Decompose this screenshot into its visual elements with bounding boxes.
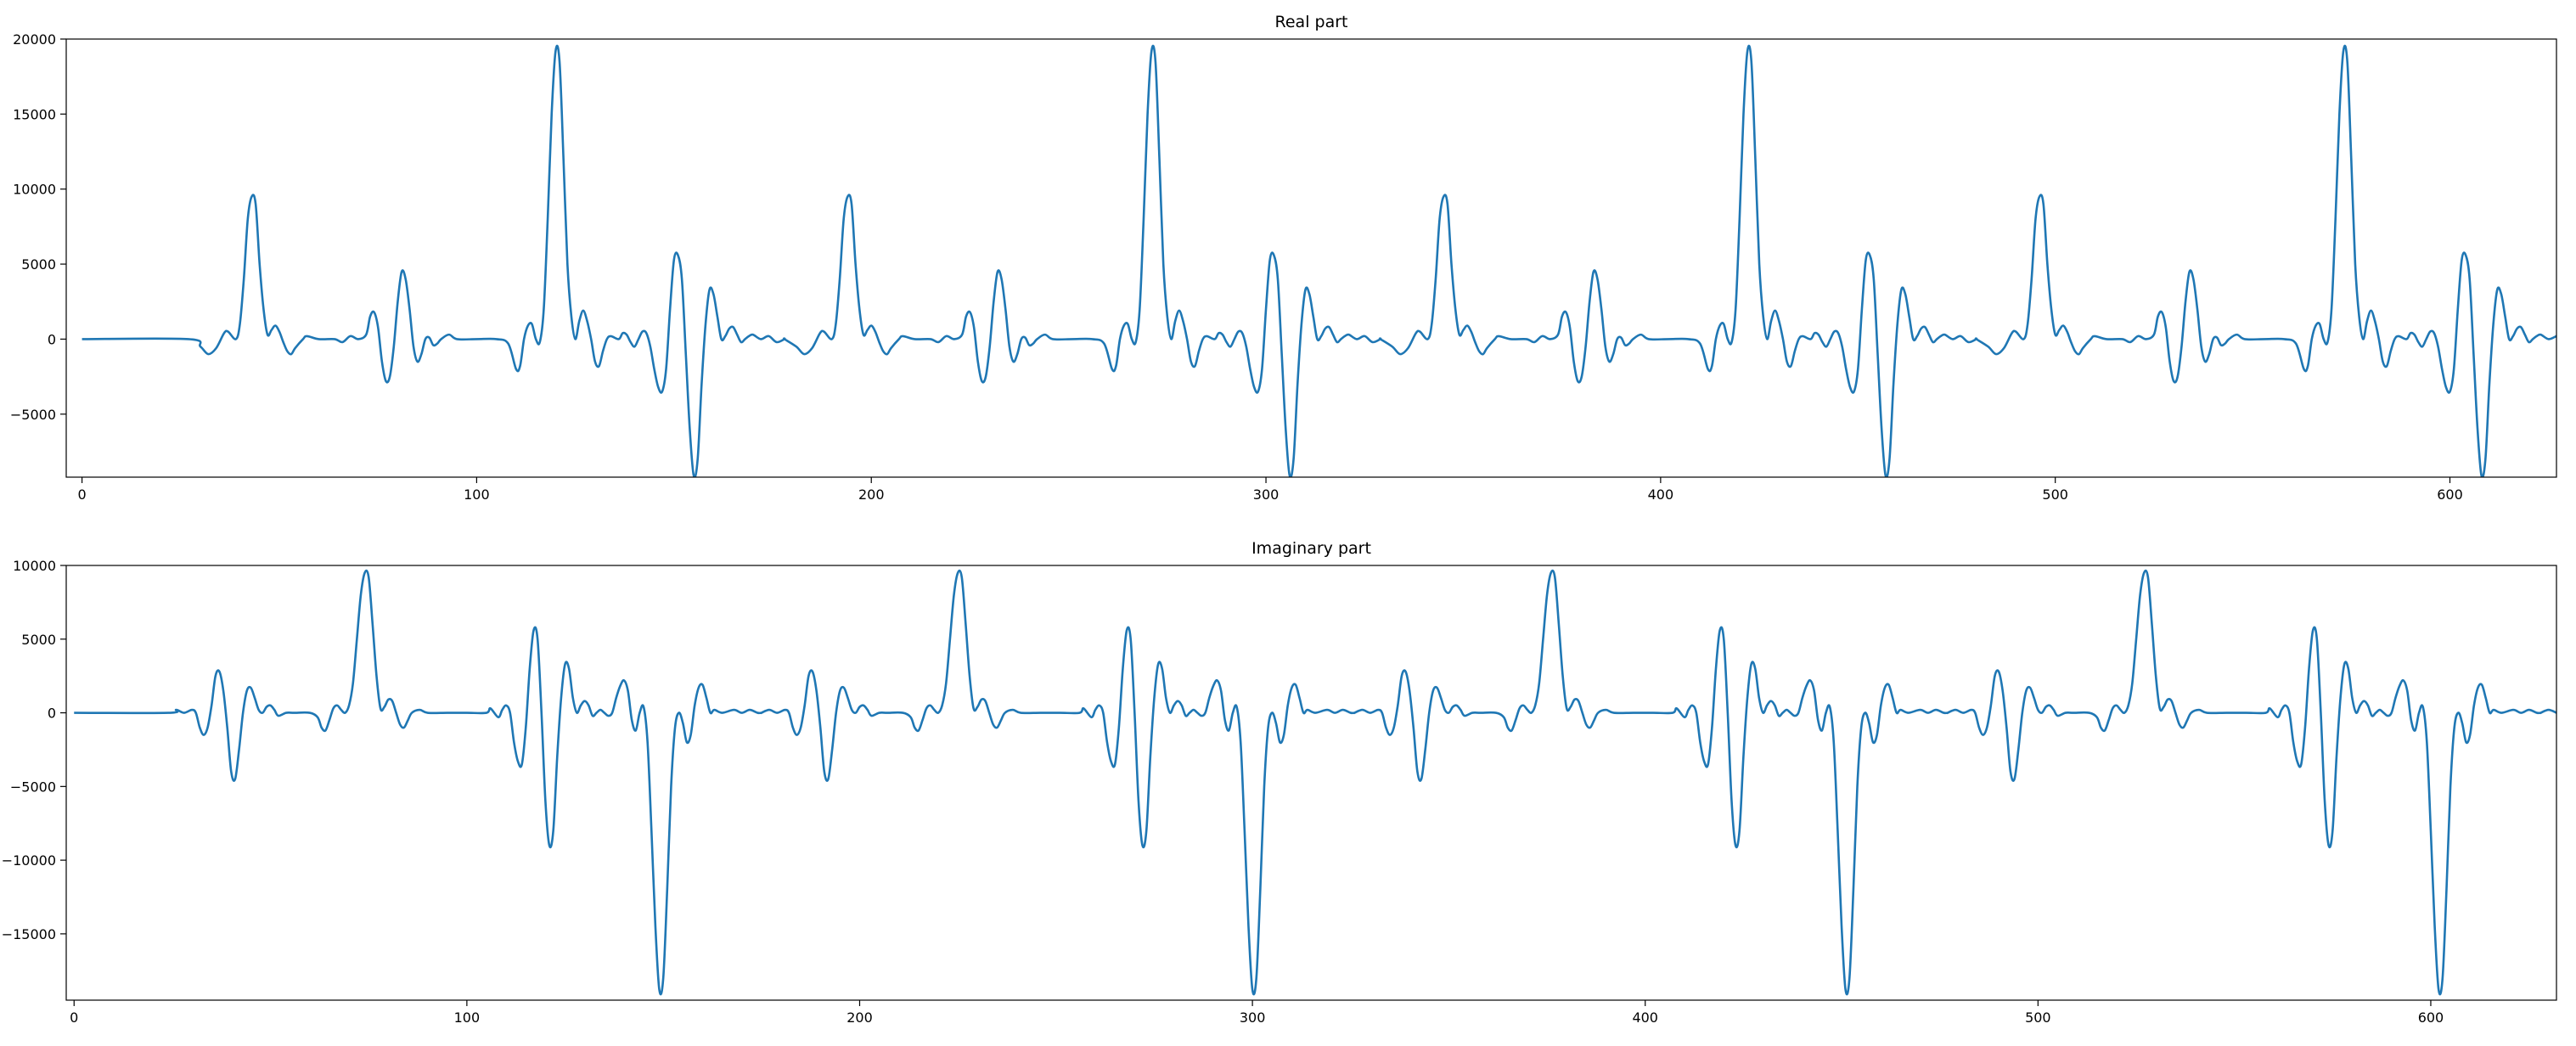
subplot-2: Imaginary part 0 100 200 300 400 500 600 −15000 −… bbox=[2, 539, 2557, 1026]
x-tick-label: 500 bbox=[2042, 486, 2068, 503]
chart-title: Real part bbox=[1275, 13, 1348, 31]
x-tick-label: 300 bbox=[1253, 486, 1280, 503]
x-tick-label: 600 bbox=[2437, 486, 2463, 503]
series-line-1 bbox=[82, 44, 2556, 477]
x-tick-label: 600 bbox=[2418, 1009, 2444, 1026]
y-tick-label: 15000 bbox=[13, 106, 56, 122]
y-tick-label: 0 bbox=[48, 706, 56, 722]
series-line-1 bbox=[74, 569, 2556, 996]
y-tick-label: 0 bbox=[48, 331, 56, 347]
x-tick-label: 400 bbox=[1632, 1009, 1658, 1026]
y-tick-label: 10000 bbox=[13, 182, 56, 198]
x-tick-label: 500 bbox=[2025, 1009, 2051, 1026]
x-tick-label: 400 bbox=[1648, 486, 1674, 503]
y-tick-label: 5000 bbox=[21, 632, 56, 648]
x-tick-label: 300 bbox=[1240, 1009, 1266, 1026]
y-tick-label: −5000 bbox=[10, 779, 56, 795]
y-tick-label: 5000 bbox=[21, 256, 56, 273]
y-tick-label: −10000 bbox=[2, 852, 56, 869]
x-tick-label: 0 bbox=[77, 486, 86, 503]
subplot-1: Real part 0 100 200 300 400 500 600 −5000 0 5000 10… bbox=[10, 13, 2557, 503]
y-tick-label: 10000 bbox=[13, 558, 56, 574]
y-tick-label: −15000 bbox=[2, 926, 56, 942]
y-tick-label: −5000 bbox=[10, 407, 56, 423]
axes-frame bbox=[65, 565, 2557, 1001]
y-tick-label: 20000 bbox=[13, 31, 56, 48]
chart-title: Imaginary part bbox=[1251, 539, 1371, 558]
axes-frame bbox=[65, 38, 2557, 478]
x-tick-label: 100 bbox=[454, 1009, 481, 1026]
x-tick-label: 200 bbox=[858, 486, 885, 503]
x-tick-label: 0 bbox=[70, 1009, 78, 1026]
x-tick-label: 100 bbox=[464, 486, 490, 503]
x-tick-label: 200 bbox=[846, 1009, 873, 1026]
